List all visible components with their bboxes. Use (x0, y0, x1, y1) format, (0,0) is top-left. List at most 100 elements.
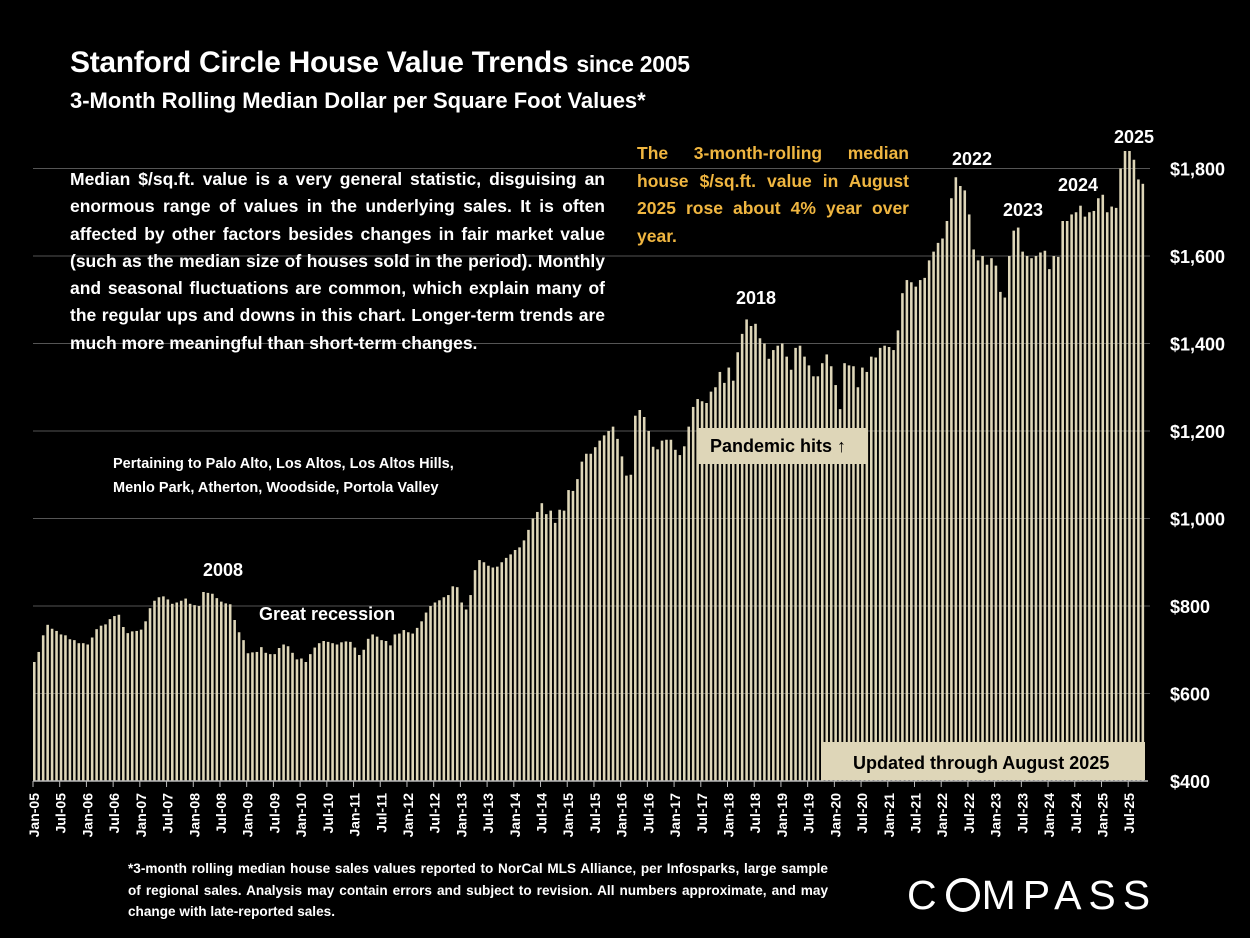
annotation-label: 2023 (1003, 200, 1043, 220)
bar (153, 600, 156, 781)
bar (754, 323, 757, 781)
bar (1012, 230, 1016, 782)
y-tick-label: $400 (1170, 772, 1210, 792)
bar (767, 358, 771, 781)
x-tick-label: Jul-10 (320, 793, 336, 834)
bar (660, 440, 664, 782)
bar (669, 439, 673, 781)
bar (86, 644, 89, 781)
bar (1061, 221, 1064, 781)
bar (228, 604, 232, 781)
x-tick-label: Jul-12 (427, 793, 443, 834)
bar (1137, 179, 1140, 781)
bar (130, 631, 134, 782)
bar (869, 356, 873, 782)
bar (1105, 212, 1109, 781)
bar (527, 529, 530, 782)
bar (914, 286, 918, 782)
bar (803, 356, 806, 782)
bar (878, 347, 882, 782)
footnote: *3-month rolling median house sales valu… (128, 861, 828, 919)
bar (197, 606, 201, 781)
bar (64, 635, 67, 781)
x-tick-label: Jan-23 (988, 793, 1004, 838)
x-tick-label: Jan-09 (240, 793, 256, 838)
bar (776, 345, 780, 781)
bar (55, 630, 58, 781)
bar (540, 503, 544, 781)
bar (304, 662, 308, 781)
bar (1052, 256, 1056, 781)
bar (513, 550, 517, 781)
bar (415, 627, 419, 782)
bar (763, 343, 766, 781)
bar (700, 401, 704, 781)
bar (696, 399, 699, 781)
bar (144, 621, 147, 781)
x-tick-label: Jul-06 (106, 793, 122, 834)
bar (317, 643, 321, 781)
bar (985, 264, 989, 781)
bar (41, 635, 45, 781)
bar (219, 601, 223, 782)
bar (562, 510, 566, 782)
bar (451, 586, 455, 781)
bar (1110, 206, 1113, 781)
bar (691, 406, 695, 781)
bar (460, 602, 463, 781)
bar (447, 595, 450, 781)
y-tick-label: $1,000 (1170, 510, 1225, 530)
bar (469, 595, 472, 781)
x-tick-label: Jan-16 (614, 793, 630, 838)
region-line-1: Pertaining to Palo Alto, Los Altos, Los … (113, 456, 454, 472)
bar (411, 633, 414, 781)
bar (331, 643, 334, 781)
bar (883, 345, 886, 781)
bar (963, 190, 967, 782)
bar (518, 547, 521, 782)
annotation-box (698, 428, 868, 464)
bar (491, 567, 495, 781)
bar (634, 415, 637, 781)
bar (464, 609, 468, 781)
bar (714, 387, 717, 781)
annotation-label: Pandemic hits ↑ (710, 436, 846, 456)
bar (816, 376, 820, 781)
y-axis-labels: $400 $600 $800 $1,000 $1,200 $1,400 $1,600 $1,8… (1170, 160, 1225, 793)
x-axis-labels: Jan-05 Jul-05 Jan-06 Jul-06 Jan-07 Jul-07 Jan-… (26, 793, 1137, 838)
bar (99, 625, 103, 781)
bar (620, 456, 624, 782)
bar (95, 629, 98, 781)
bar (536, 511, 539, 781)
bar-series (33, 151, 1145, 782)
bar (344, 641, 348, 781)
bar (918, 280, 922, 781)
bar (678, 455, 682, 781)
bar (264, 652, 268, 781)
x-tick-label: Jan-07 (133, 793, 149, 838)
bar (999, 291, 1002, 782)
bar (1039, 252, 1042, 781)
x-tick-label: Jul-25 (1121, 793, 1137, 834)
bar (834, 385, 837, 781)
bar (945, 221, 949, 781)
bar (90, 637, 94, 781)
bar (473, 570, 477, 782)
y-tick-label: $600 (1170, 685, 1210, 705)
bar (246, 653, 250, 781)
bar (736, 352, 739, 781)
x-tick-label: Jul-09 (266, 793, 282, 834)
bar (175, 602, 179, 781)
bar (772, 350, 775, 781)
bar (59, 634, 63, 781)
bar (923, 277, 926, 782)
compass-logo: C MPASS (907, 872, 1158, 918)
bar (1101, 194, 1105, 781)
bar (340, 642, 343, 781)
bar (224, 603, 228, 782)
bar (598, 440, 601, 782)
bar (959, 186, 962, 781)
bar (402, 630, 406, 781)
bar (358, 655, 361, 781)
